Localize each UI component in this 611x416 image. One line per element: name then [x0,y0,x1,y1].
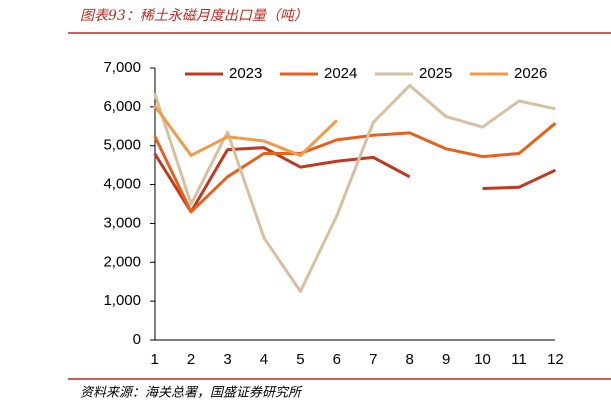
y-tick-label: 3,000 [103,214,141,231]
x-tick-label: 2 [187,351,195,368]
legend-label: 2026 [514,65,547,82]
legend-label: 2024 [324,65,357,82]
legend-label: 2023 [229,65,262,82]
x-tick-label: 5 [296,351,304,368]
y-tick-label: 1,000 [103,292,141,309]
x-tick-label: 3 [223,351,231,368]
y-tick-label: 5,000 [103,137,141,154]
source: 资料来源：海关总署，国盛证券研究所 [80,385,303,401]
y-tick-label: 7,000 [103,59,141,76]
x-tick-label: 1 [150,351,158,368]
x-tick-label: 7 [369,351,377,368]
x-tick-label: 4 [260,351,268,368]
x-tick-label: 10 [474,351,491,368]
x-tick-label: 6 [333,351,341,368]
x-tick-label: 8 [406,351,414,368]
legend-label: 2025 [419,65,452,82]
series-line [153,83,556,293]
x-tick-label: 9 [442,351,450,368]
x-tick-label: 11 [511,351,527,368]
series-line [153,122,557,214]
chart-title: 图表93：稀土永磁月度出口量（吨） [80,8,308,24]
y-tick-label: 0 [133,331,141,348]
x-tick-label: 12 [547,351,564,368]
series-line [153,104,338,157]
y-tick-label: 2,000 [103,253,141,270]
series-line [153,146,557,214]
y-tick-label: 4,000 [103,176,141,193]
y-tick-label: 6,000 [103,98,141,115]
